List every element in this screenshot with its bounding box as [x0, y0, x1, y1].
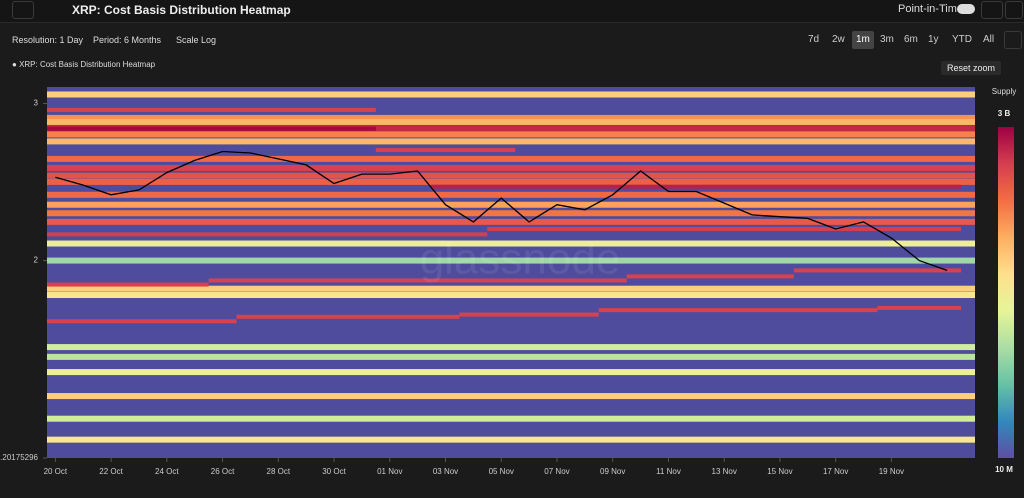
heat-band — [47, 240, 975, 247]
range-button[interactable]: 1m — [852, 31, 874, 49]
range-button[interactable]: All — [983, 34, 995, 45]
range-button[interactable]: 7d — [808, 34, 820, 45]
page-title: XRP: Cost Basis Distribution Heatmap — [72, 3, 291, 17]
y-tick-label: 1.20175296 — [0, 453, 39, 462]
price-line — [55, 150, 948, 272]
heat-segment — [793, 268, 962, 273]
heat-band — [47, 257, 975, 264]
period-select[interactable]: Period: 6 Months — [93, 35, 162, 45]
heat-segment — [598, 308, 878, 313]
heat-band — [47, 191, 975, 198]
heat-segment — [47, 107, 376, 112]
scale-select[interactable]: Scale Log — [176, 35, 217, 45]
heat-segment — [47, 282, 209, 287]
heat-band — [47, 210, 975, 217]
top-bar: XRP: Cost Basis Distribution Heatmap Poi… — [0, 0, 1024, 23]
heat-band — [47, 415, 975, 422]
x-tick-label: 19 Nov — [879, 467, 904, 476]
colorbar-title: Supply — [992, 87, 1016, 96]
x-tick-label: 11 Nov — [656, 467, 681, 476]
heat-band — [47, 164, 975, 171]
x-tick-label: 22 Oct — [99, 467, 123, 476]
x-tick-label: 05 Nov — [489, 467, 514, 476]
heat-segment — [47, 319, 237, 324]
heat-segment — [208, 278, 627, 283]
x-tick-label: 15 Nov — [767, 467, 792, 476]
x-tick-label: 30 Oct — [322, 467, 346, 476]
range-button[interactable]: 3m — [880, 34, 894, 45]
heat-segment — [236, 314, 460, 319]
heat-segment — [375, 148, 516, 153]
heat-band — [47, 292, 975, 299]
heatmap — [47, 91, 975, 443]
watermark: glassnode — [420, 235, 621, 284]
reset-zoom-button[interactable]: Reset zoom — [941, 61, 1002, 75]
heat-band — [47, 201, 975, 208]
heat-band — [47, 393, 975, 400]
heat-band — [47, 131, 975, 138]
y-tick-label: 3 — [34, 99, 39, 108]
heat-segment — [626, 274, 794, 279]
x-tick-label: 24 Oct — [155, 467, 179, 476]
heat-band — [47, 353, 975, 360]
legend-entry: ● XRP: Cost Basis Distribution Heatmap — [12, 60, 156, 69]
range-button[interactable]: YTD — [952, 34, 972, 45]
colorbar-tick-label: 10 M — [995, 465, 1013, 474]
heat-band — [47, 178, 975, 185]
resolution-select[interactable]: Resolution: 1 Day — [12, 35, 84, 45]
heat-segment — [487, 226, 962, 231]
colorbar-tick-label: 3 B — [998, 109, 1011, 118]
heat-band — [47, 218, 975, 225]
plot-background — [47, 87, 975, 458]
heat-band — [47, 138, 975, 145]
heat-band — [47, 369, 975, 376]
favorite-button[interactable] — [981, 1, 1003, 19]
heat-segment — [459, 312, 599, 317]
calendar-button[interactable] — [1004, 31, 1022, 49]
share-button[interactable] — [1005, 1, 1023, 19]
x-tick-label: 03 Nov — [433, 467, 458, 476]
sidebar-toggle[interactable] — [12, 1, 34, 19]
x-tick-label: 09 Nov — [600, 467, 625, 476]
legend-label: XRP: Cost Basis Distribution Heatmap — [19, 60, 156, 69]
heat-band — [47, 285, 975, 292]
heat-segment — [47, 126, 376, 131]
x-tick-label: 17 Nov — [823, 467, 848, 476]
x-tick-label: 20 Oct — [44, 467, 68, 476]
heat-band — [47, 344, 975, 351]
x-tick-label: 01 Nov — [377, 467, 402, 476]
colorbar — [998, 127, 1014, 458]
heat-band — [47, 155, 975, 162]
x-tick-label: 07 Nov — [544, 467, 569, 476]
x-tick-label: 26 Oct — [211, 467, 235, 476]
heat-band — [47, 125, 975, 132]
point-in-time-toggle[interactable] — [957, 4, 975, 14]
range-button[interactable]: 1y — [928, 34, 939, 45]
point-in-time-label: Point-in-Time — [898, 3, 963, 15]
heat-band — [47, 114, 975, 121]
x-tick-label: 28 Oct — [267, 467, 291, 476]
heat-band — [47, 172, 975, 179]
range-button[interactable]: 2w — [832, 34, 845, 45]
heat-band — [47, 436, 975, 443]
x-tick-label: 13 Nov — [712, 467, 737, 476]
heat-segment — [47, 232, 488, 237]
y-tick-label: 2 — [34, 256, 39, 265]
range-button[interactable]: 6m — [904, 34, 918, 45]
heat-band — [47, 91, 975, 98]
heat-band — [47, 118, 975, 125]
heat-segment — [877, 305, 962, 310]
heat-segment — [431, 184, 962, 189]
